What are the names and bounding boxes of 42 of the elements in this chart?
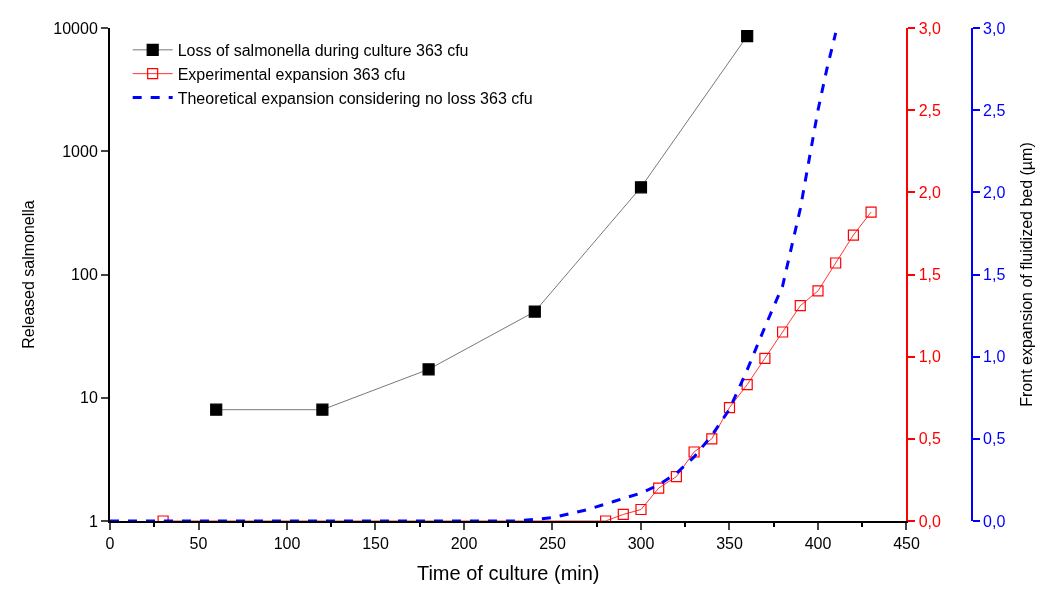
x-tick-label: 450: [893, 535, 920, 553]
x-axis-title: Time of culture (min): [416, 562, 600, 585]
y2-tick-label: 2,5: [918, 101, 942, 119]
y2-tick-label: 0,5: [918, 430, 942, 448]
y-tick-label: 100: [71, 266, 98, 284]
point: [634, 181, 648, 194]
x-tick-label: 200: [450, 535, 478, 553]
x-tick-label: 350: [716, 535, 743, 553]
y-tick-label: 1000: [62, 142, 98, 160]
y3-tick-label: 1,5: [983, 266, 1006, 284]
y-tick-label: 10000: [53, 19, 98, 37]
x-tick-label: 150: [362, 535, 389, 553]
y-tick-label: 1: [88, 512, 98, 530]
point: [741, 29, 754, 43]
legend-label: Theoretical expansion considering no loss 363 cfu: [177, 89, 533, 107]
x-tick-label: 400: [804, 535, 832, 553]
y3-tick-label: 2,0: [983, 183, 1006, 201]
x-tick-label: 100: [273, 535, 301, 553]
legend-label: Experimental expansion 363 cfu: [177, 65, 406, 83]
x-tick-label: 50: [189, 535, 208, 553]
point: [422, 363, 435, 376]
y3-axis-title: Front expansion of fluidized bed (µm): [1017, 142, 1035, 407]
y3-tick-label: 3,0: [983, 19, 1006, 37]
legend-label: Loss of salmonella during culture 363 cfu: [177, 42, 469, 60]
y2-tick-label: 1,0: [918, 348, 942, 366]
x-tick-label: 0: [105, 535, 115, 553]
y2-tick-label: 2,0: [918, 183, 942, 201]
line-series: [110, 31, 838, 521]
y2-tick-label: 0,0: [918, 512, 942, 530]
y2-tick-label: 1,5: [918, 266, 942, 284]
point: [316, 403, 329, 416]
y-tick-label: 10: [80, 389, 98, 407]
y3-tick-label: 0,5: [983, 430, 1006, 448]
x-tick-label: 300: [627, 535, 655, 553]
y2-tick-label: 3,0: [918, 19, 942, 37]
y3-tick-label: 0,0: [983, 512, 1006, 530]
point: [210, 403, 223, 416]
y3-tick-label: 1,0: [983, 348, 1006, 366]
y3-tick-label: 2,5: [983, 101, 1006, 119]
x-tick-label: 250: [539, 535, 566, 553]
point: [528, 305, 541, 318]
y-axis-title: Released salmonella: [19, 200, 37, 349]
